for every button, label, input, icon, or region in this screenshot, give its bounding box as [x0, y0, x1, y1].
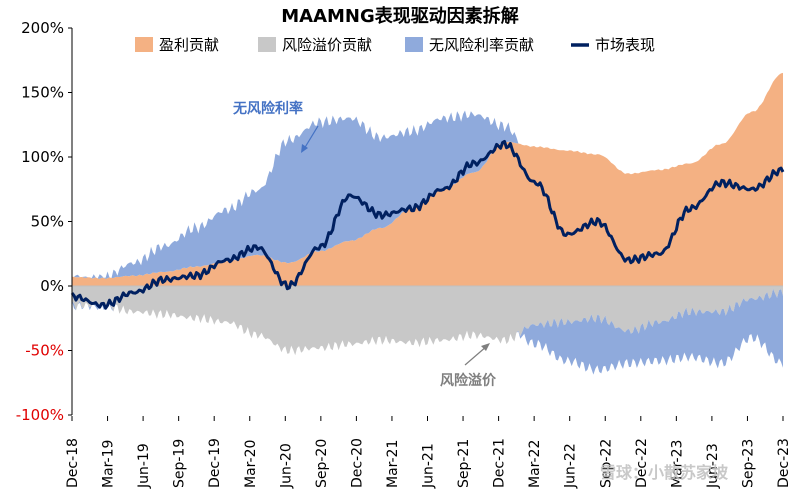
- legend-swatch: [405, 37, 423, 52]
- y-axis: -100% -50% 0% 50% 100% 150% 200%: [16, 19, 73, 424]
- legend-label: 盈利贡献: [159, 36, 219, 54]
- y-tick-label: 50%: [31, 213, 64, 231]
- x-tick-label: Dec-23: [776, 438, 792, 488]
- y-tick-label: 0%: [40, 277, 64, 295]
- area-risk-premium-contribution: [72, 72, 783, 356]
- x-axis: Dec-18 Mar-19 Jun-19 Sep-19 Dec-19 Mar-20 Jun-…: [65, 416, 792, 489]
- x-tick-label: Jun-22: [563, 443, 579, 489]
- x-tick-label: Sep-20: [314, 439, 330, 488]
- y-tick-label: 200%: [21, 19, 64, 37]
- x-tick-label: Jun-19: [136, 443, 152, 489]
- x-tick-label: Jun-21: [421, 443, 437, 489]
- y-tick-label: -100%: [16, 406, 64, 424]
- annotation-risk-premium: 风险溢价: [440, 372, 497, 389]
- x-tick-label: Mar-20: [243, 440, 259, 488]
- x-tick-label: Sep-21: [456, 439, 472, 488]
- legend-swatch: [135, 37, 153, 52]
- x-tick-label: Mar-22: [527, 440, 543, 488]
- y-tick-label: 100%: [21, 148, 64, 166]
- area-risk-free-rate-contribution: [72, 72, 783, 375]
- y-tick-label: 150%: [21, 84, 64, 102]
- x-tick-label: Mar-23: [669, 440, 685, 488]
- annotation-arrow-risk-premium: [464, 345, 488, 366]
- x-tick-label: Dec-20: [349, 438, 365, 488]
- x-tick-label: Mar-21: [385, 440, 401, 488]
- line-market-performance: [70, 139, 785, 310]
- annotation-arrow-risk-free-rate: [303, 125, 319, 150]
- x-tick-label: Sep-19: [172, 439, 188, 488]
- x-tick-label: Dec-19: [207, 438, 223, 488]
- x-tick-label: Jun-23: [705, 443, 721, 489]
- x-tick-label: Dec-18: [65, 438, 81, 488]
- y-tick-label: -50%: [25, 342, 64, 360]
- legend-swatch: [258, 37, 276, 52]
- annotation-arrowhead-risk-free-rate: [301, 144, 308, 153]
- annotation-risk-free-rate: 无风险利率: [232, 100, 303, 117]
- annotation-arrowhead-risk-premium: [481, 343, 490, 351]
- x-tick-label: Mar-19: [101, 440, 117, 488]
- plot-area: [70, 72, 785, 375]
- chart-title: MAAMNG表现驱动因素拆解: [281, 5, 519, 27]
- x-tick-label: Dec-22: [634, 438, 650, 488]
- x-tick-label: Sep-23: [740, 439, 756, 488]
- area-earnings-contribution: [72, 72, 783, 287]
- legend-label: 风险溢价贡献: [282, 36, 372, 54]
- legend-label: 市场表现: [595, 36, 655, 54]
- x-tick-label: Jun-20: [278, 443, 294, 489]
- x-tick-label: Dec-21: [492, 438, 508, 488]
- watermark: 雪球：小散苏家坡: [600, 463, 729, 482]
- legend-label: 无风险利率贡献: [429, 36, 534, 54]
- x-tick-label: Sep-22: [598, 439, 614, 488]
- legend: 盈利贡献 风险溢价贡献 无风险利率贡献 市场表现: [135, 36, 655, 54]
